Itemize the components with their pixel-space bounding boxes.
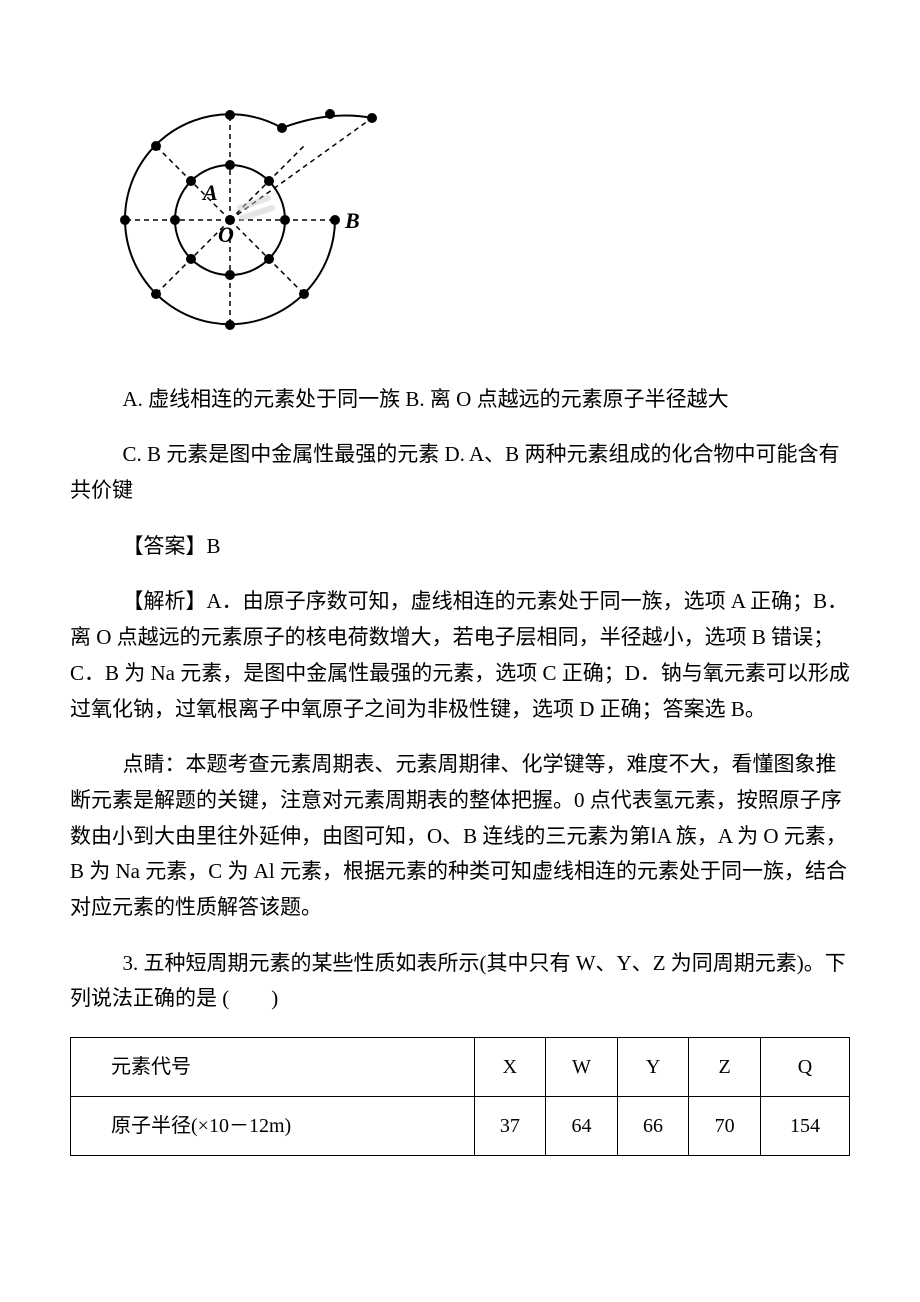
note-text: 点睛：本题考查元素周期表、元素周期律、化学键等，难度不大，看懂图象推断元素是解题… (70, 747, 850, 925)
element-table: 元素代号 X W Y Z Q 原子半径(×10－12m) 37 64 66 70… (70, 1037, 850, 1156)
table-header-label: 元素代号 (71, 1038, 475, 1097)
table-cell: 64 (546, 1097, 618, 1156)
table-row: 元素代号 X W Y Z Q (71, 1038, 850, 1097)
spiral-diagram: A O B (90, 80, 850, 352)
table-row: 原子半径(×10－12m) 37 64 66 70 154 (71, 1097, 850, 1156)
table-cell: Q (760, 1038, 849, 1097)
table-cell: Z (689, 1038, 761, 1097)
table-cell: 70 (689, 1097, 761, 1156)
question-3: 3. 五种短周期元素的某些性质如表所示(其中只有 W、Y、Z 为同周期元素)。下… (70, 946, 850, 1017)
table-cell: 66 (617, 1097, 689, 1156)
table-row-label: 原子半径(×10－12m) (71, 1097, 475, 1156)
options-cd: C. B 元素是图中金属性最强的元素 D. A、B 两种元素组成的化合物中可能含… (70, 437, 850, 508)
diagram-label-o: O (218, 222, 234, 247)
table-cell: X (474, 1038, 546, 1097)
table-cell: Y (617, 1038, 689, 1097)
diagram-label-a: A (201, 180, 218, 205)
answer-line: 【答案】B (70, 529, 850, 565)
table-cell: 154 (760, 1097, 849, 1156)
diagram-label-b: B (344, 208, 360, 233)
analysis-text: 【解析】A．由原子序数可知，虚线相连的元素处于同一族，选项 A 正确；B．离 O… (70, 584, 850, 727)
table-cell: 37 (474, 1097, 546, 1156)
table-cell: W (546, 1038, 618, 1097)
options-ab: A. 虚线相连的元素处于同一族 B. 离 O 点越远的元素原子半径越大 (70, 382, 850, 418)
